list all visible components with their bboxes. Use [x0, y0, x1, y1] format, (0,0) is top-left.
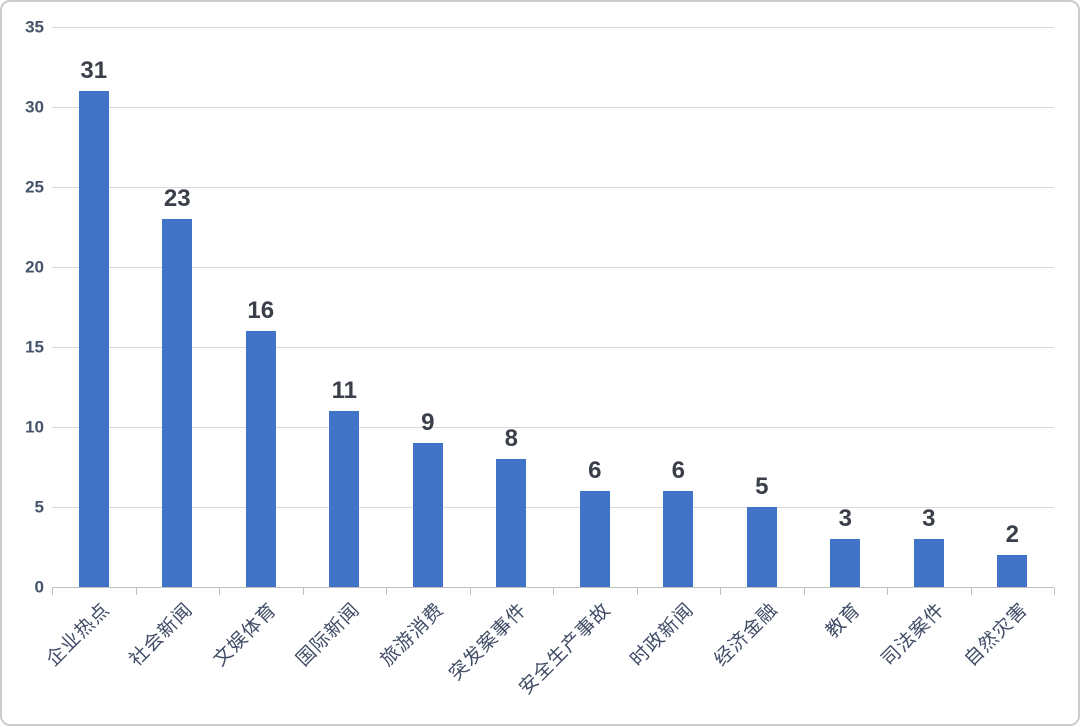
gridline: [52, 507, 1054, 508]
gridline: [52, 347, 1054, 348]
x-axis-tick: [553, 588, 554, 595]
x-axis-tick: [219, 588, 220, 595]
bar-value-label: 16: [247, 297, 275, 324]
bar-value-label: 2: [1005, 521, 1019, 548]
category-label: 社会新闻: [125, 599, 198, 671]
x-axis-tick: [970, 588, 972, 595]
bar: [412, 443, 443, 587]
y-tick-label: 0: [34, 577, 44, 597]
x-axis-tick: [386, 588, 387, 595]
category-label: 突发案事件: [445, 599, 532, 685]
bar-value-label: 5: [755, 473, 769, 500]
gridline: [52, 187, 1054, 188]
bar-value-label: 6: [588, 457, 602, 484]
category-label: 教育: [822, 599, 866, 643]
bar: [162, 219, 193, 587]
bar: [496, 459, 527, 587]
bar-value-label: 8: [504, 425, 518, 452]
y-tick-label: 5: [34, 497, 44, 517]
bar-value-label: 23: [163, 185, 191, 212]
x-axis-tick: [52, 588, 53, 595]
x-axis-tick: [469, 588, 471, 595]
bar: [329, 411, 360, 587]
x-axis-line: [52, 587, 1054, 588]
gridline: [52, 27, 1054, 28]
gridline: [52, 427, 1054, 428]
category-label: 企业热点: [42, 599, 114, 671]
category-label: 经济金融: [710, 599, 782, 671]
bar-value-label: 31: [80, 57, 108, 84]
x-axis-tick: [1054, 588, 1055, 595]
bar: [830, 539, 861, 587]
category-label: 司法案件: [877, 599, 949, 671]
gridline: [52, 107, 1054, 108]
category-label: 文娱体育: [209, 599, 281, 671]
bar: [78, 91, 109, 587]
x-axis-tick: [636, 588, 638, 595]
gridline: [52, 267, 1054, 268]
x-axis-tick: [135, 588, 137, 595]
x-axis-tick: [803, 588, 805, 595]
y-tick-label: 20: [25, 257, 44, 277]
bar: [997, 555, 1028, 587]
y-tick-label: 30: [25, 97, 44, 117]
bar: [663, 491, 694, 587]
y-tick-label: 25: [25, 177, 44, 197]
bar-value-label: 11: [331, 377, 357, 404]
bar: [579, 491, 610, 587]
bar: [913, 539, 944, 587]
y-tick-label: 10: [25, 417, 44, 437]
category-label: 自然灾害: [960, 599, 1033, 671]
category-label: 旅游消费: [376, 599, 448, 671]
category-label: 国际新闻: [292, 599, 365, 671]
x-axis-tick: [302, 588, 304, 595]
x-axis-tick: [720, 588, 721, 595]
bar-value-label: 9: [421, 409, 435, 436]
y-tick-label: 35: [25, 17, 44, 37]
bar-value-label: 6: [671, 457, 685, 484]
bar: [746, 507, 777, 587]
category-label: 安全生产事故: [515, 599, 615, 700]
category-label: 时政新闻: [626, 599, 699, 671]
bar: [245, 331, 276, 587]
y-tick-label: 15: [25, 337, 44, 357]
bar-value-label: 3: [922, 505, 936, 532]
x-axis-tick: [887, 588, 888, 595]
bar-value-label: 3: [838, 505, 852, 532]
